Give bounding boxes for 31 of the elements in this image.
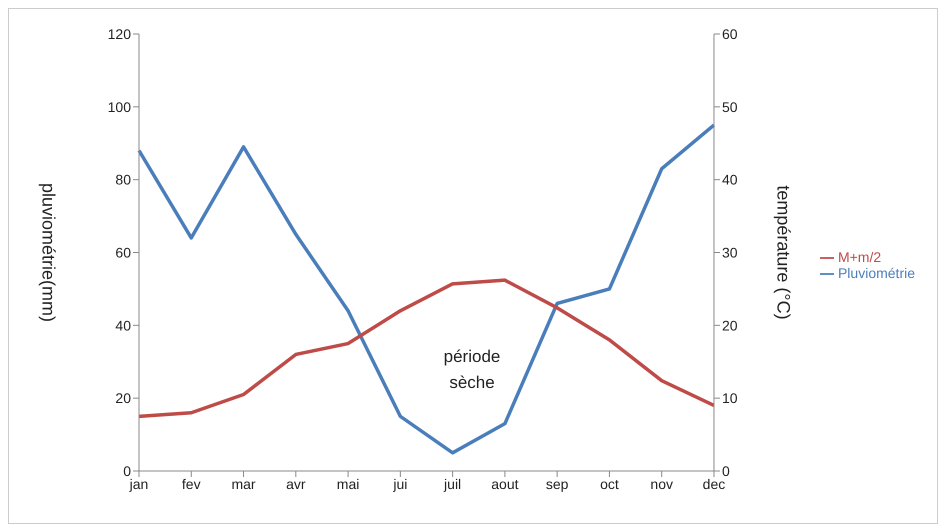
y-tick-label: 100: [108, 98, 132, 115]
y2-tick-label: 50: [722, 98, 738, 115]
x-tick-label: oct: [600, 476, 619, 492]
x-tick-label: jui: [392, 476, 408, 492]
y-tick-label: 20: [115, 390, 132, 406]
x-tick-label: mar: [231, 476, 256, 492]
x-tick-label: avr: [286, 476, 306, 492]
x-tick-label: nov: [650, 476, 673, 492]
y2-tick-label: 30: [722, 244, 738, 260]
y2-axis-title: température (°C): [774, 185, 794, 320]
y2-tick-label: 20: [722, 317, 738, 334]
x-tick-label: sep: [546, 476, 569, 492]
legend-label: M+m/2: [838, 248, 882, 265]
y-tick-label: 40: [115, 317, 132, 334]
line-series: [137, 123, 716, 455]
y-axis-title: pluviométrie(mm): [38, 182, 59, 322]
y-tick-label: 60: [115, 244, 132, 260]
line-series: [137, 278, 716, 418]
y-tick-label: 80: [115, 172, 132, 188]
x-tick-label: aout: [491, 476, 519, 492]
annotation: période sèche: [442, 346, 502, 394]
x-tick-label: mai: [336, 476, 360, 492]
y2-tick-label: 60: [722, 26, 738, 42]
x-tick-label: jan: [128, 476, 148, 492]
y2-tick-label: 40: [722, 172, 738, 188]
y-tick-label: 0: [123, 462, 132, 479]
legend-label: Pluviométrie: [838, 265, 915, 281]
x-tick-label: fev: [182, 476, 201, 492]
x-tick-label: juil: [443, 476, 462, 492]
y-tick-label: 120: [108, 26, 132, 42]
y2-tick-label: 10: [722, 390, 738, 406]
